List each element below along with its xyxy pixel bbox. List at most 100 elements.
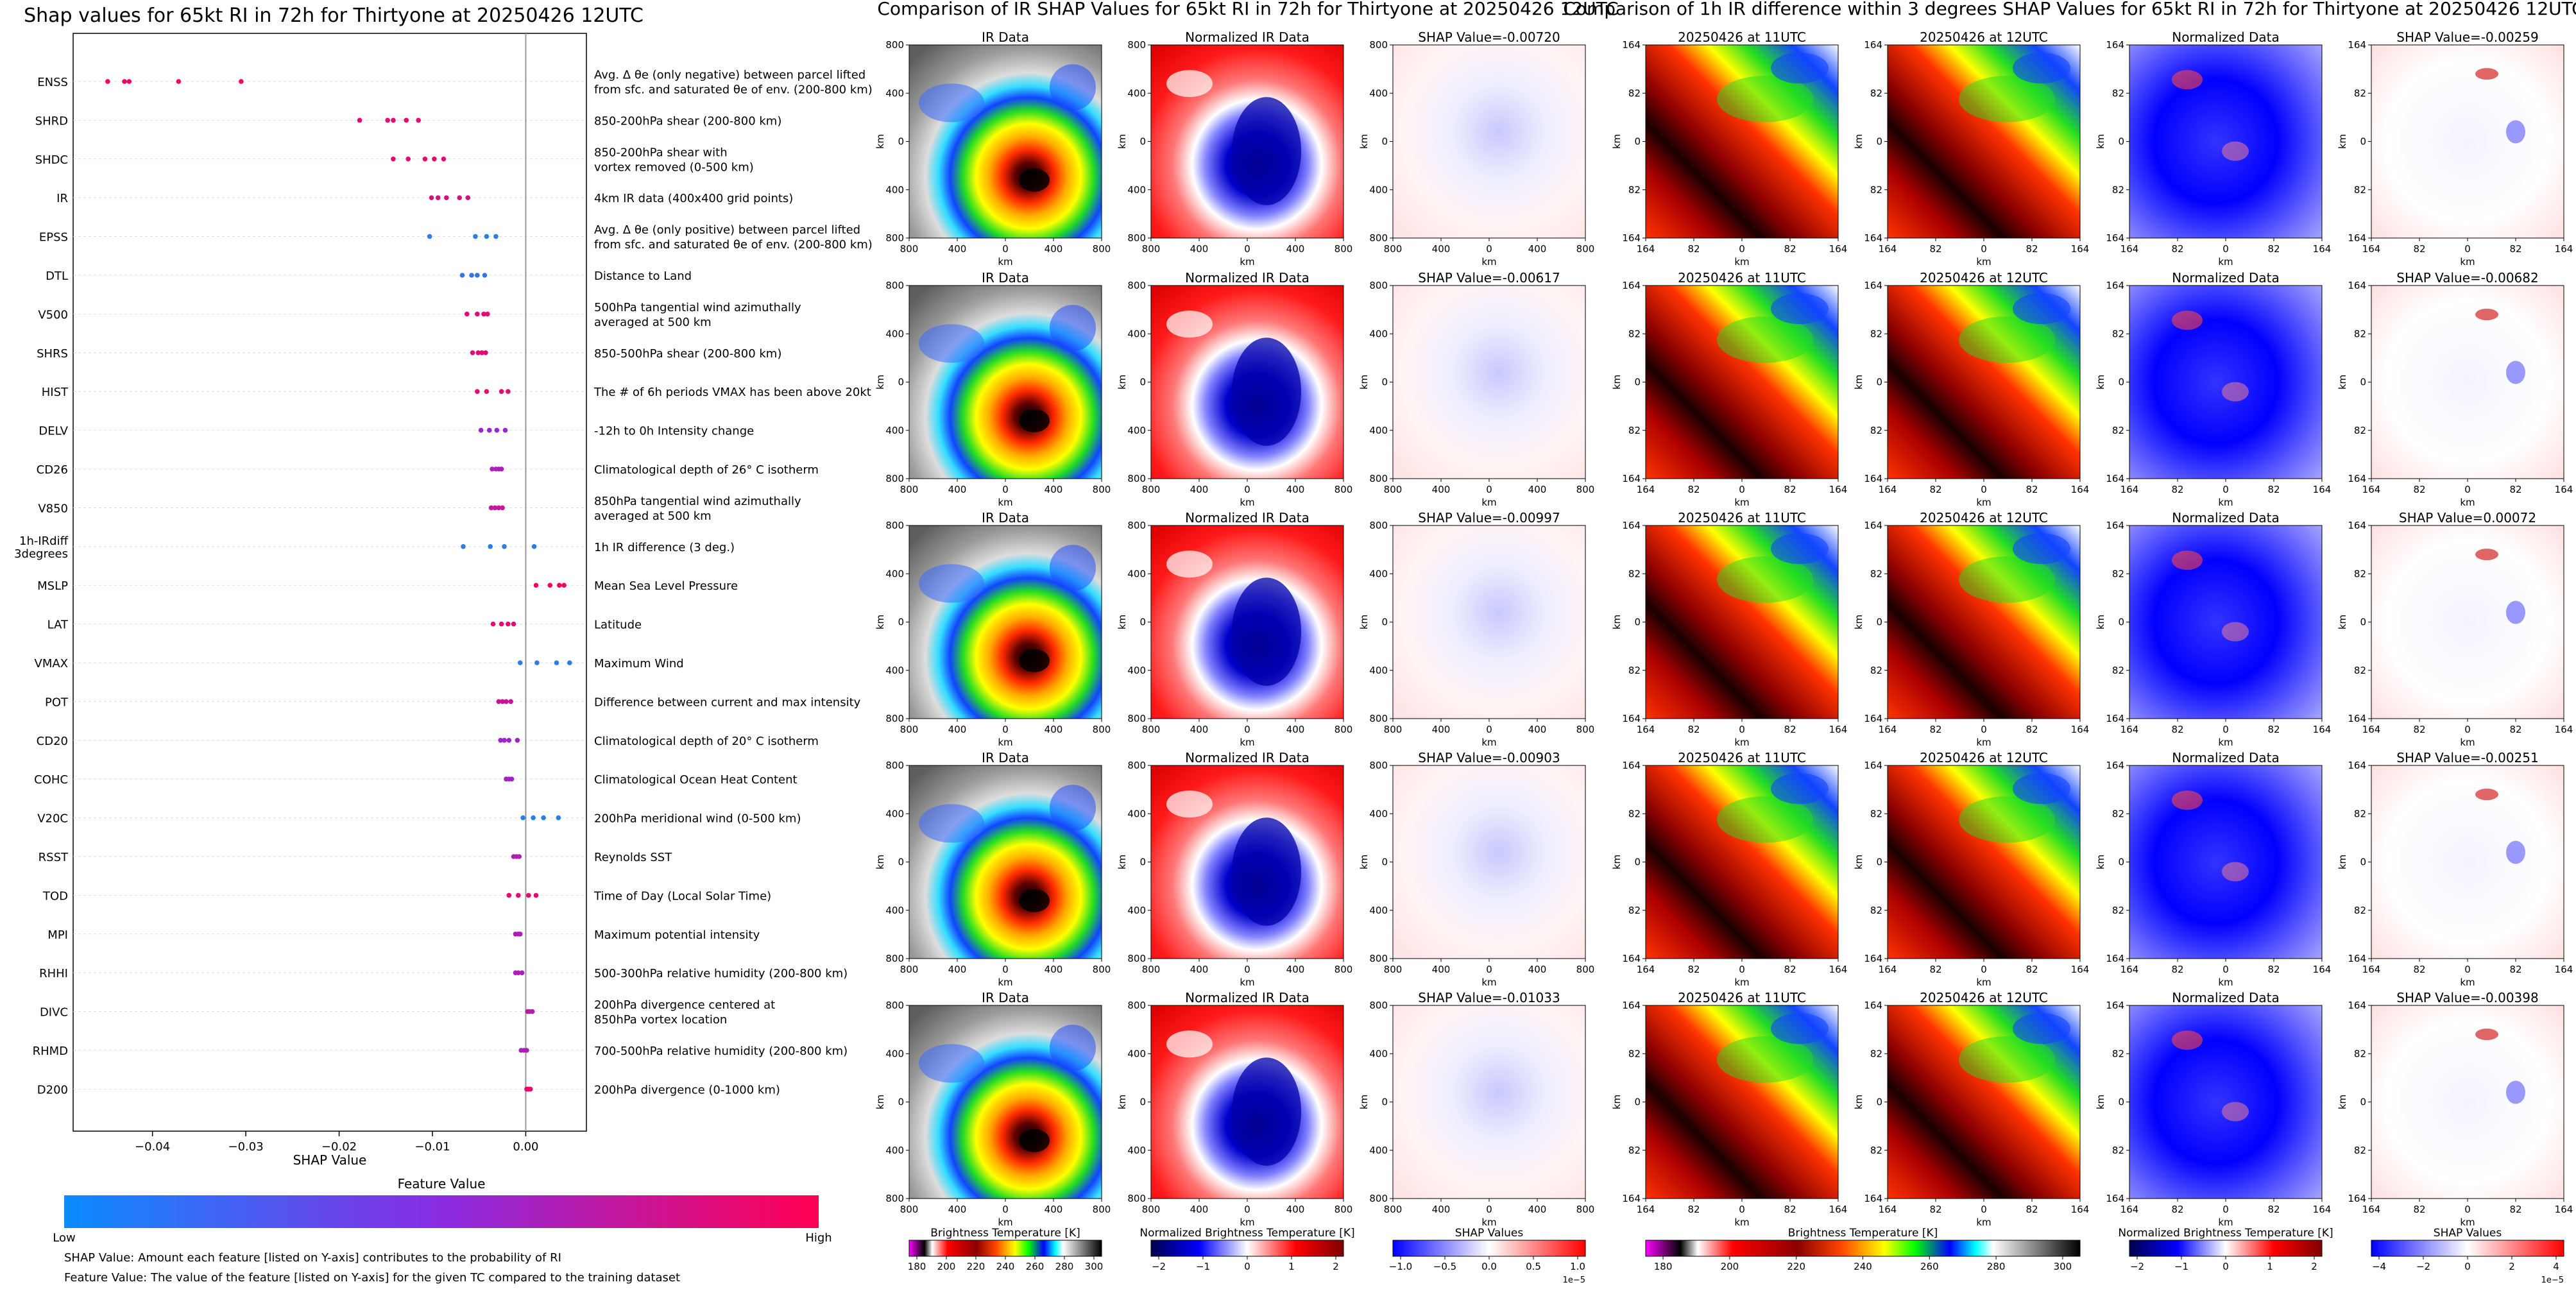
shap-point	[475, 311, 480, 317]
colorbar-tick-label: 4	[2553, 1261, 2559, 1272]
panel-x-tick-label: 400	[1190, 484, 1209, 495]
panel-x-tick-label: 800	[1384, 484, 1403, 495]
panel-x-tick-label: 82	[2509, 1204, 2521, 1215]
panel-y-tick-label: 0	[1139, 617, 1146, 628]
panel-y-tick-label: 0	[1876, 617, 1882, 628]
x-tick-label: 0.00	[513, 1140, 538, 1154]
panel-y-tick-label: 0	[1139, 377, 1146, 388]
panel-y-tick-label: 82	[1870, 425, 1882, 436]
panel-y-axis-label: km	[1853, 855, 1864, 869]
cloud-top-region	[1771, 533, 1829, 565]
panel-x-tick-label: 800	[900, 964, 919, 975]
shap-x-ticks: −0.04 −0.03 −0.02 −0.01 0.00	[135, 1131, 538, 1154]
panel-y-tick-label: 0	[898, 377, 904, 388]
panel-x-axis-label: km	[1976, 977, 1991, 988]
panel-image	[2371, 1005, 2564, 1199]
shap-point	[561, 583, 567, 588]
cloud-top-region	[1771, 1013, 1829, 1045]
storm-core	[1019, 168, 1050, 192]
feature-row: DELV -12h to 0h Intensity change	[38, 425, 754, 438]
panel-x-tick-label: 0	[1981, 724, 1987, 735]
panel-x-tick-label: 0	[2222, 1204, 2229, 1215]
shap-point	[498, 738, 503, 743]
panel-y-tick-label: 0	[2118, 857, 2124, 868]
cloud-top-region	[1771, 293, 1829, 325]
panel-y-tick-label: 400	[885, 905, 904, 916]
heatmap-panel: 20250426 at 11UTC1641648282008282164164k…	[1611, 510, 1847, 748]
panel-y-tick-label: 800	[885, 280, 904, 291]
panel-title: SHAP Value=-0.01033	[1418, 990, 1560, 1005]
panel-x-tick-label: 82	[1687, 964, 1700, 975]
panel-y-tick-label: 164	[1864, 1193, 1882, 1204]
cold-cloud-region	[1232, 1057, 1301, 1166]
panel-title: 20250426 at 12UTC	[1920, 270, 2048, 286]
colorbar-label: SHAP Values	[1455, 1227, 1524, 1240]
panel-x-tick-label: 164	[1879, 484, 1897, 495]
panel-y-tick-label: 82	[2354, 1048, 2366, 1059]
panel-x-tick-label: 82	[2171, 964, 2183, 975]
panel-y-axis-label: km	[1611, 855, 1623, 869]
shap-hotspot	[2506, 841, 2525, 864]
panel-x-tick-label: 0	[2222, 964, 2229, 975]
panel-y-tick-label: 400	[1369, 568, 1388, 579]
heatmap-panel: Normalized IR Data8008004004000040040080…	[1116, 270, 1352, 508]
panel-y-tick-label: 800	[1369, 713, 1388, 724]
heatmap-panel: 20250426 at 12UTC1641648282008282164164k…	[1853, 30, 2089, 268]
panel-y-tick-label: 82	[2354, 425, 2366, 436]
panel-x-axis-label: km	[1481, 256, 1496, 268]
panel-x-tick-label: 800	[1093, 964, 1111, 975]
cloud-band	[919, 804, 984, 843]
panel-y-axis-label: km	[2337, 134, 2348, 149]
panel-x-axis-label: km	[1240, 737, 1254, 748]
panel-y-tick-label: 164	[1622, 473, 1641, 484]
panel-x-tick-label: 164	[2120, 1204, 2139, 1215]
panel-x-tick-label: 800	[1576, 964, 1595, 975]
feature-row: MSLP Mean Sea Level Pressure	[37, 579, 738, 593]
panel-title: IR Data	[982, 510, 1029, 525]
cloud-top-region	[1959, 76, 2055, 123]
panel-y-tick-label: 0	[1876, 857, 1882, 868]
shap-point	[506, 621, 511, 627]
panel-x-tick-label: 164	[1637, 484, 1655, 495]
storm-core	[1019, 889, 1050, 912]
panel-title: SHAP Value=0.00072	[2399, 510, 2536, 525]
panel-x-tick-label: 400	[1432, 243, 1451, 255]
panel-x-axis-label: km	[2218, 256, 2233, 268]
panel-x-axis-label: km	[2218, 497, 2233, 508]
panel-y-tick-label: 164	[1622, 1000, 1641, 1011]
shap-point	[459, 273, 465, 278]
heatmap-panel: Normalized IR Data8008004004000040040080…	[1116, 30, 1352, 268]
feature-code-label: D200	[37, 1083, 68, 1097]
panel-x-tick-label: 164	[1637, 243, 1655, 255]
panel-x-tick-label: 82	[2413, 484, 2425, 495]
panel-image	[2371, 285, 2564, 479]
heatmap-panel: 20250426 at 12UTC1641648282008282164164k…	[1853, 270, 2089, 508]
colorbar-tick-label: 220	[1787, 1261, 1805, 1272]
x-tick-label: −0.02	[321, 1140, 357, 1154]
shap-point	[239, 79, 244, 84]
colorbar-tick-label: −2	[2130, 1261, 2144, 1272]
ir-panel-grid: IR Data80080040040000400400800800kmkmNor…	[874, 30, 1594, 1228]
shap-point	[470, 350, 475, 355]
feature-row: LAT Latitude	[47, 619, 642, 632]
cold-cloud-region	[1232, 817, 1301, 926]
panel-x-tick-label: 164	[2362, 484, 2381, 495]
panel-x-tick-label: 400	[1045, 964, 1063, 975]
panel-y-tick-label: 82	[2112, 568, 2124, 579]
panel-y-tick-label: 82	[1628, 87, 1641, 99]
panel-y-tick-label: 800	[885, 953, 904, 964]
panel-x-axis-label: km	[2460, 256, 2475, 268]
shap-point	[520, 815, 525, 821]
ir-comparison-title: Comparison of IR SHAP Values for 65kt RI…	[877, 0, 1618, 19]
panel-x-tick-label: 164	[2120, 964, 2139, 975]
feature-description: 500hPa tangential wind azimuthally	[594, 301, 801, 314]
note-shap-value: SHAP Value: Amount each feature [listed …	[64, 1251, 561, 1265]
panel-x-tick-label: 164	[2313, 724, 2332, 735]
feature-description: 200hPa divergence centered at	[594, 998, 775, 1012]
panel-y-tick-label: 164	[1864, 280, 1882, 291]
shap-point	[385, 117, 390, 123]
panel-x-tick-label: 82	[2509, 243, 2521, 255]
cloud-band	[1050, 64, 1096, 111]
shap-point	[357, 117, 363, 123]
